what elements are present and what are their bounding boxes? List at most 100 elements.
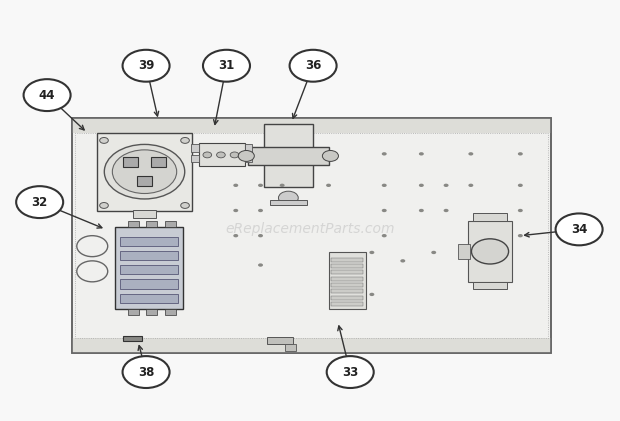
Bar bbox=[331, 283, 363, 287]
Circle shape bbox=[326, 184, 331, 187]
Circle shape bbox=[123, 50, 170, 82]
Bar bbox=[331, 258, 363, 262]
Bar bbox=[128, 309, 139, 315]
Circle shape bbox=[258, 234, 263, 237]
Text: 31: 31 bbox=[218, 59, 234, 72]
Bar bbox=[120, 279, 178, 288]
Circle shape bbox=[518, 234, 523, 237]
Circle shape bbox=[419, 152, 424, 155]
Bar bbox=[165, 221, 175, 227]
Bar bbox=[331, 277, 363, 281]
Circle shape bbox=[77, 236, 108, 257]
Circle shape bbox=[280, 184, 285, 187]
Bar bbox=[264, 125, 313, 187]
Circle shape bbox=[468, 184, 473, 187]
Bar bbox=[270, 200, 307, 205]
Circle shape bbox=[100, 203, 108, 208]
Bar bbox=[165, 309, 175, 315]
Text: 34: 34 bbox=[571, 223, 587, 236]
Bar bbox=[151, 157, 166, 168]
Bar bbox=[120, 293, 178, 303]
Circle shape bbox=[382, 152, 387, 155]
Circle shape bbox=[382, 184, 387, 187]
Circle shape bbox=[444, 184, 448, 187]
Circle shape bbox=[230, 152, 239, 158]
Bar bbox=[97, 133, 192, 210]
Bar bbox=[331, 289, 363, 293]
Circle shape bbox=[180, 203, 189, 208]
Circle shape bbox=[382, 209, 387, 212]
Circle shape bbox=[370, 251, 374, 254]
Bar bbox=[120, 237, 178, 246]
Text: 36: 36 bbox=[305, 59, 321, 72]
Circle shape bbox=[24, 79, 71, 111]
Circle shape bbox=[233, 234, 238, 237]
Bar bbox=[331, 270, 363, 274]
Circle shape bbox=[326, 152, 331, 155]
Circle shape bbox=[518, 152, 523, 155]
Bar bbox=[472, 213, 507, 221]
Bar bbox=[248, 147, 329, 165]
Bar bbox=[331, 264, 363, 268]
Circle shape bbox=[258, 184, 263, 187]
Circle shape bbox=[258, 264, 263, 267]
Text: 33: 33 bbox=[342, 365, 358, 378]
Circle shape bbox=[246, 152, 250, 155]
Text: 32: 32 bbox=[32, 196, 48, 209]
Circle shape bbox=[123, 356, 170, 388]
Bar bbox=[198, 144, 245, 166]
Bar bbox=[329, 253, 366, 309]
Circle shape bbox=[444, 209, 448, 212]
Text: eReplacementParts.com: eReplacementParts.com bbox=[225, 222, 395, 236]
Circle shape bbox=[233, 184, 238, 187]
Text: 39: 39 bbox=[138, 59, 154, 72]
Circle shape bbox=[104, 144, 185, 199]
Bar bbox=[72, 338, 551, 353]
Bar bbox=[123, 336, 142, 341]
Bar bbox=[120, 265, 178, 274]
Circle shape bbox=[471, 239, 508, 264]
Circle shape bbox=[258, 209, 263, 212]
Circle shape bbox=[290, 50, 337, 82]
Bar bbox=[72, 118, 551, 133]
Bar bbox=[137, 176, 152, 186]
Bar bbox=[72, 118, 551, 353]
Bar bbox=[128, 221, 139, 227]
Text: 38: 38 bbox=[138, 365, 154, 378]
Bar bbox=[133, 210, 156, 218]
Circle shape bbox=[180, 138, 189, 144]
Bar bbox=[115, 227, 183, 309]
Bar bbox=[72, 118, 551, 353]
Circle shape bbox=[203, 50, 250, 82]
Circle shape bbox=[327, 356, 374, 388]
Bar bbox=[458, 244, 469, 259]
Circle shape bbox=[322, 150, 339, 161]
Bar bbox=[146, 221, 157, 227]
Circle shape bbox=[518, 184, 523, 187]
Bar bbox=[245, 155, 252, 162]
Circle shape bbox=[518, 209, 523, 212]
Circle shape bbox=[216, 152, 225, 158]
Text: 44: 44 bbox=[39, 88, 55, 101]
Circle shape bbox=[432, 251, 436, 254]
Bar bbox=[191, 144, 198, 152]
Circle shape bbox=[278, 191, 298, 205]
Circle shape bbox=[112, 150, 177, 194]
Circle shape bbox=[233, 209, 238, 212]
Circle shape bbox=[419, 209, 424, 212]
Circle shape bbox=[370, 293, 374, 296]
Bar bbox=[191, 155, 198, 162]
Circle shape bbox=[100, 138, 108, 144]
Circle shape bbox=[401, 259, 405, 263]
Circle shape bbox=[238, 150, 254, 161]
Bar bbox=[267, 337, 293, 344]
Bar bbox=[467, 221, 512, 282]
Circle shape bbox=[468, 152, 473, 155]
Bar bbox=[123, 157, 138, 168]
Bar bbox=[146, 309, 157, 315]
Bar bbox=[120, 251, 178, 260]
Bar bbox=[472, 282, 507, 289]
Bar bbox=[75, 133, 548, 338]
Circle shape bbox=[556, 213, 603, 245]
Bar bbox=[245, 144, 252, 152]
